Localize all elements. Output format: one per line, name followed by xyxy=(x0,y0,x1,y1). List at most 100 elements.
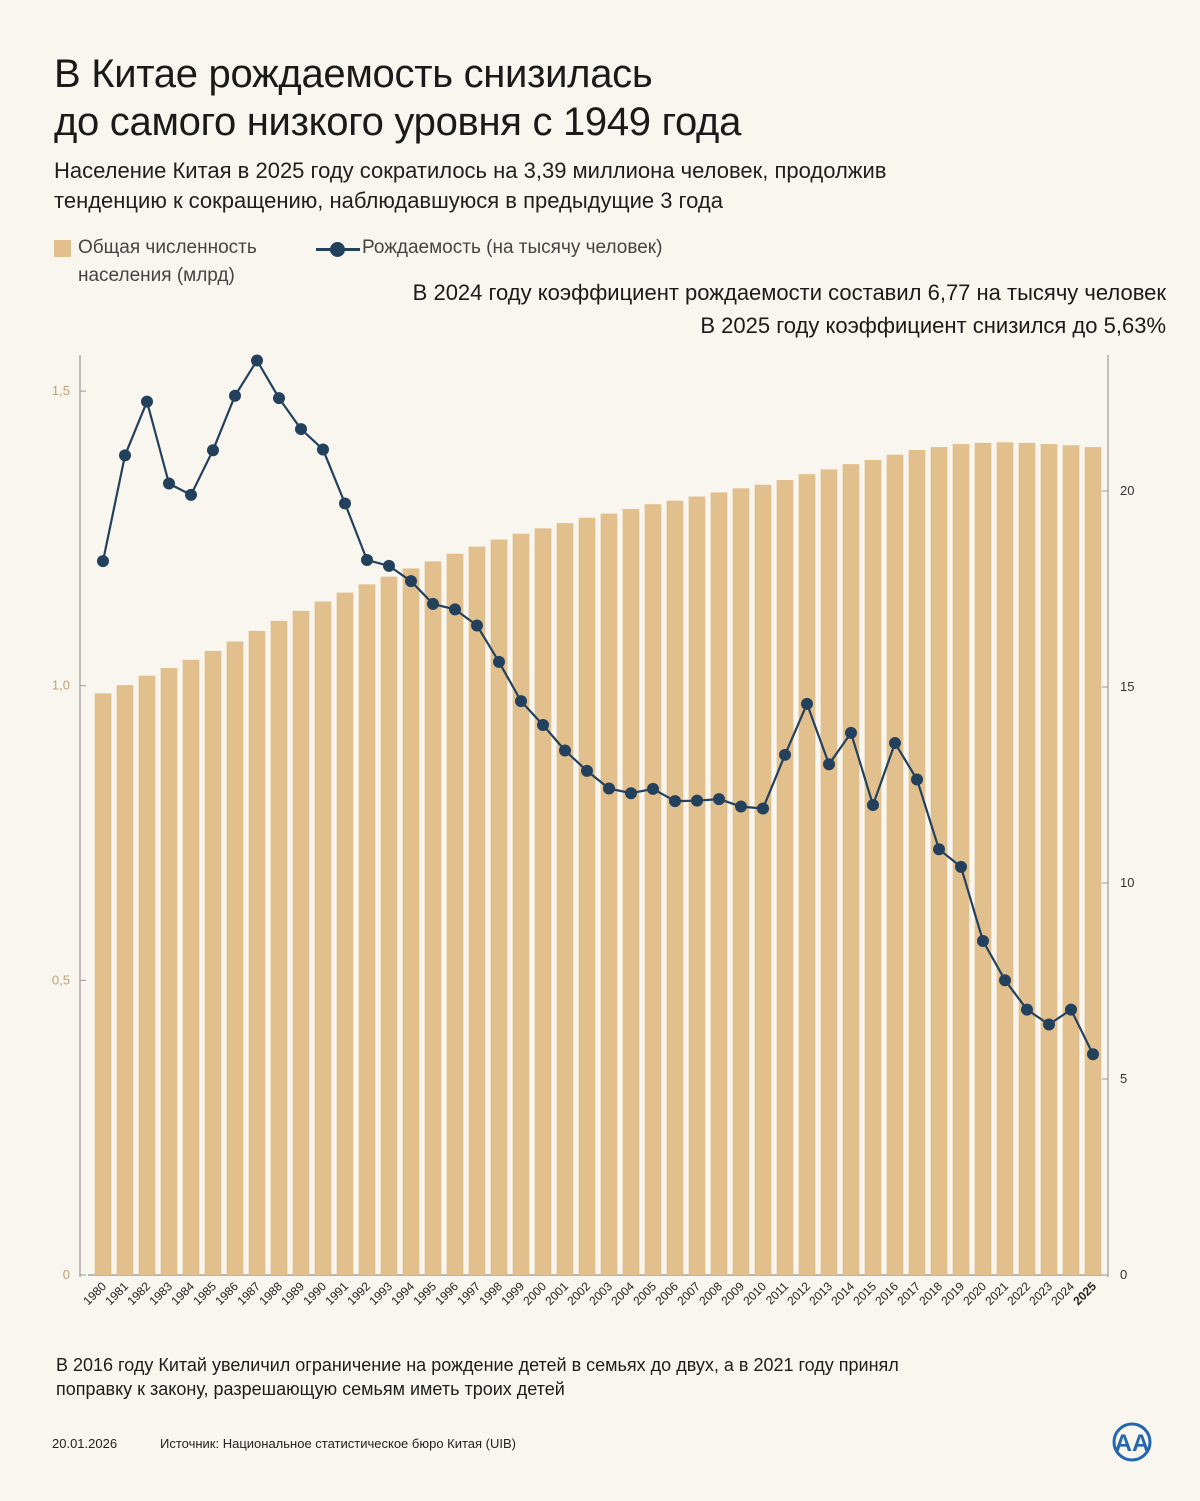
birthrate-point xyxy=(647,782,659,795)
x-tick-label: 2016 xyxy=(872,1279,901,1308)
population-bar xyxy=(556,523,574,1275)
population-bar xyxy=(380,576,398,1275)
birthrate-point xyxy=(1087,1048,1099,1061)
logo-text: AA xyxy=(1115,1430,1150,1457)
birthrate-point xyxy=(163,477,175,490)
x-tick-label: 2018 xyxy=(916,1279,945,1308)
birthrate-point xyxy=(911,773,923,786)
x-tick-label: 1981 xyxy=(102,1279,131,1308)
birthrate-point xyxy=(97,555,109,568)
birthrate-point xyxy=(449,603,461,616)
subtitle-line-1: Население Китая в 2025 году сократилось … xyxy=(54,158,887,183)
birthrate-point xyxy=(757,802,769,815)
birthrate-point xyxy=(339,497,351,510)
population-bar xyxy=(1084,447,1102,1275)
right-tick-label: 20 xyxy=(1120,483,1134,498)
population-bar xyxy=(1062,445,1080,1275)
legend-label-population: Общая численность населения (млрд) xyxy=(78,234,318,290)
population-bar xyxy=(908,449,926,1276)
birthrate-point xyxy=(207,444,219,457)
birthrate-point xyxy=(537,719,549,732)
population-bar xyxy=(754,484,772,1275)
left-tick-label: 1,5 xyxy=(52,383,70,398)
birthrate-point xyxy=(229,389,241,402)
birthrate-point xyxy=(669,795,681,808)
population-bar xyxy=(974,442,992,1275)
x-tick-label: 1988 xyxy=(256,1279,285,1308)
population-bar xyxy=(666,500,684,1275)
x-tick-label: 1990 xyxy=(300,1279,329,1308)
legend-label-population-line-1: Общая численность xyxy=(78,237,257,258)
population-bar xyxy=(336,592,354,1275)
birthrate-point xyxy=(823,758,835,771)
population-bar xyxy=(182,659,200,1275)
population-bar xyxy=(160,668,178,1275)
x-tick-label: 1983 xyxy=(146,1279,175,1308)
population-bar xyxy=(952,444,970,1275)
birthrate-point xyxy=(779,748,791,761)
birthrate-point xyxy=(1065,1003,1077,1016)
population-bar xyxy=(600,513,618,1275)
birthrate-point xyxy=(603,782,615,795)
x-tick-label: 2014 xyxy=(828,1279,857,1308)
population-bar xyxy=(534,528,552,1275)
x-tick-label: 1993 xyxy=(366,1279,395,1308)
left-tick-label: 0 xyxy=(63,1267,70,1282)
x-tick-label: 2003 xyxy=(586,1279,615,1308)
birthrate-point xyxy=(933,843,945,856)
birthrate-point xyxy=(405,575,417,588)
right-tick-label: 15 xyxy=(1120,679,1134,694)
birthrate-point xyxy=(801,697,813,710)
x-tick-label: 1995 xyxy=(410,1279,439,1308)
birthrate-point xyxy=(559,744,571,757)
x-tick-label: 1984 xyxy=(168,1279,197,1308)
x-tick-label: 1996 xyxy=(432,1279,461,1308)
population-bar xyxy=(424,561,442,1275)
birthrate-point xyxy=(977,935,989,948)
population-bar xyxy=(732,488,750,1275)
birthrate-point xyxy=(735,800,747,813)
x-tick-label: 2021 xyxy=(982,1279,1011,1308)
chart-subtitle: Население Китая в 2025 году сократилось … xyxy=(54,156,1154,216)
birthrate-point xyxy=(845,726,857,739)
birthrate-point xyxy=(889,737,901,750)
legend-label-birthrate: Рождаемость (на тысячу человек) xyxy=(362,237,663,258)
population-bar xyxy=(644,504,662,1275)
x-tick-label: 2001 xyxy=(542,1279,571,1308)
population-bar xyxy=(248,630,266,1275)
population-bar xyxy=(842,464,860,1276)
x-tick-label: 1994 xyxy=(388,1279,417,1308)
x-tick-label: 2011 xyxy=(763,1279,791,1307)
population-bar xyxy=(996,442,1014,1275)
x-tick-label: 2006 xyxy=(652,1279,681,1308)
population-bar xyxy=(292,610,310,1275)
right-tick-label: 0 xyxy=(1120,1267,1127,1282)
aa-logo-icon: AA xyxy=(1112,1422,1152,1462)
birthrate-point xyxy=(867,798,879,811)
x-tick-label: 1997 xyxy=(454,1279,483,1308)
birthrate-point xyxy=(295,423,307,436)
population-bar xyxy=(622,508,640,1275)
birthrate-point xyxy=(625,787,637,800)
population-bar xyxy=(864,459,882,1275)
x-tick-label: 1982 xyxy=(124,1279,153,1308)
population-bar xyxy=(710,492,728,1275)
birthrate-point xyxy=(713,793,725,806)
birthrate-point xyxy=(581,764,593,777)
birthrate-point xyxy=(185,488,197,501)
x-tick-label: 2025 xyxy=(1070,1279,1099,1308)
population-bar xyxy=(820,469,838,1275)
population-bar xyxy=(468,546,486,1275)
birthrate-point xyxy=(141,395,153,408)
x-tick-label: 1986 xyxy=(212,1279,241,1308)
title-line-1: В Китае рождаемость снизилась xyxy=(54,52,653,96)
population-bar xyxy=(270,620,288,1275)
x-tick-label: 2004 xyxy=(608,1279,637,1308)
chart-title: В Китае рождаемость снизилась до самого … xyxy=(54,50,1154,146)
population-bar xyxy=(930,447,948,1275)
x-tick-label: 2005 xyxy=(630,1279,659,1308)
right-tick-label: 10 xyxy=(1120,875,1134,890)
source-text: Источник: Национальное статистическое бю… xyxy=(160,1436,517,1451)
axes-group: 0 0,5 1,0 1,5 0 5 10 15 20 xyxy=(52,355,1134,1282)
x-tick-label: 2015 xyxy=(850,1279,879,1308)
